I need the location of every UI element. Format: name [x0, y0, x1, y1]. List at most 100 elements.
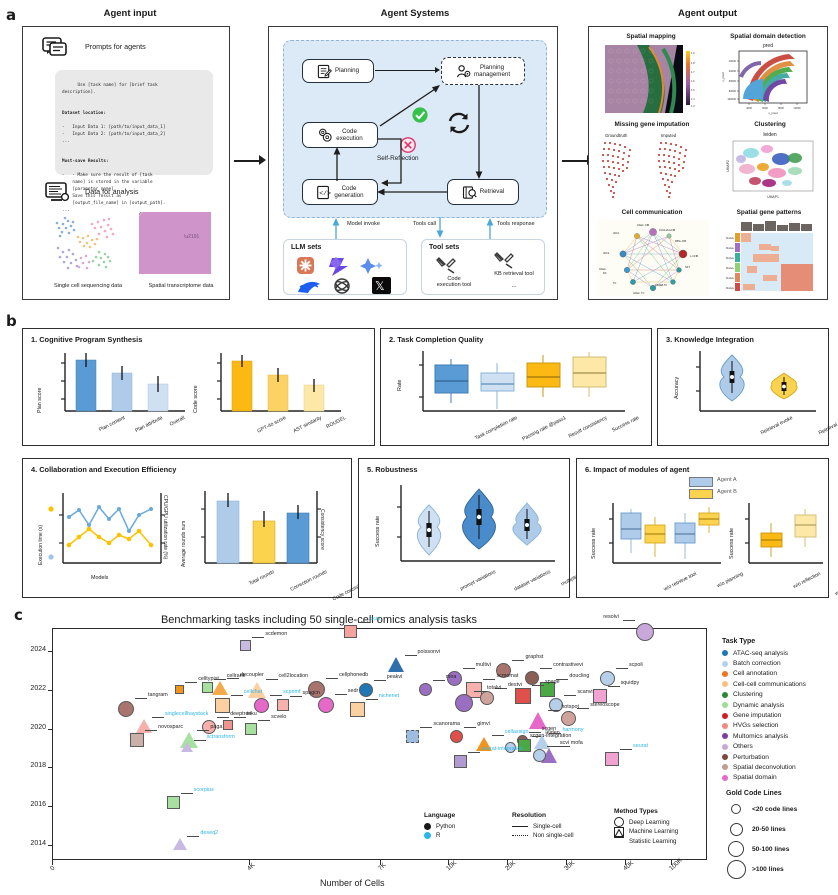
legend-task-type-item[interactable]: ATAC-seq analysis	[722, 648, 806, 658]
point-marker-circle[interactable]	[418, 683, 432, 697]
point-leader-line	[607, 685, 620, 687]
legend-task-type-item[interactable]: Multomics analysis	[722, 731, 806, 741]
single-cell-scatter-thumbnail	[55, 216, 115, 270]
legend-size-item[interactable]: <20 code lines	[726, 800, 797, 818]
node-planning[interactable]: Planning	[302, 59, 374, 83]
legend-method-item-deep: Deep Learning	[614, 817, 678, 828]
llm-sets-box: LLM sets 𝕏	[283, 239, 407, 295]
spatial-domain-thumbnail: 20000 40000 60000 80000 100000 4000 6000 8000 1…	[721, 50, 808, 115]
panel-c-xlabel: Number of Cells	[320, 878, 385, 888]
point-marker-square[interactable]	[349, 701, 365, 717]
b6-legend-label-agent-a: Agent A	[717, 477, 737, 483]
x-tick-label: 10K	[445, 859, 459, 873]
point-label: scmomat	[496, 672, 519, 679]
point-marker-circle[interactable]	[358, 682, 373, 697]
point-label: scvi	[559, 740, 570, 747]
point-marker-triangle[interactable]	[181, 742, 194, 753]
point-marker-square[interactable]	[245, 722, 258, 735]
point-marker-square[interactable]	[406, 729, 420, 743]
legend-task-type-item[interactable]: Cell-cell communications	[722, 679, 806, 689]
point-marker-triangle[interactable]	[136, 719, 153, 734]
legend-task-type-item[interactable]: Spatial domain	[722, 773, 806, 783]
legend-color-dot-icon	[722, 681, 728, 688]
point-marker-square[interactable]	[518, 739, 532, 753]
point-marker-square[interactable]	[605, 752, 620, 767]
point-label: cellphonedb	[339, 672, 369, 679]
output-title-spatial-mapping: Spatial mapping	[626, 33, 676, 40]
point-marker-triangle[interactable]	[211, 680, 228, 695]
b3-violin-chart	[696, 351, 816, 412]
point-marker-circle[interactable]	[118, 701, 134, 718]
point-marker-square[interactable]	[540, 682, 556, 698]
point-marker-square[interactable]	[130, 733, 145, 748]
point-marker-circle[interactable]	[599, 670, 615, 686]
legend-task-type-label: Cell-cell communications	[733, 680, 806, 688]
point-marker-triangle[interactable]	[476, 736, 493, 751]
point-leader-line	[265, 679, 278, 680]
legend-task-type-item[interactable]: Others	[722, 742, 806, 752]
point-marker-triangle[interactable]	[529, 712, 548, 729]
svg-text:4000: 4000	[746, 106, 752, 110]
point-marker-circle[interactable]	[635, 622, 654, 641]
point-marker-square[interactable]	[454, 754, 468, 768]
point-marker-circle[interactable]	[505, 742, 516, 754]
legend-resolution: Resolution Single-cell Non single-cell	[512, 812, 574, 841]
legend-size-title: Gold Code Lines	[726, 790, 782, 797]
point-marker-triangle[interactable]	[533, 734, 550, 749]
legend-task-type-item[interactable]: Dynamic analysis	[722, 700, 806, 710]
document-pencil-icon	[317, 64, 332, 78]
point-marker-circle[interactable]	[496, 663, 512, 679]
point-marker-circle[interactable]	[254, 697, 270, 713]
point-marker-circle[interactable]	[479, 690, 494, 705]
legend-size-item[interactable]: >100 lines	[726, 859, 797, 879]
point-marker-circle[interactable]	[317, 697, 334, 714]
point-marker-circle[interactable]	[450, 729, 464, 743]
legend-task-type-item[interactable]: Clustering	[722, 690, 806, 700]
legend-task-type-item[interactable]: HVGs selection	[722, 721, 806, 731]
legend-task-type-item[interactable]: Spatial deconvolution	[722, 762, 806, 772]
legend-method-item-statistic: Statistic Learning	[614, 828, 678, 847]
legend-size-circle-holder	[726, 800, 746, 818]
point-marker-square[interactable]	[222, 719, 233, 730]
point-marker-square[interactable]	[514, 687, 531, 704]
b2-cat-1: Passing rate @pass1	[521, 415, 568, 443]
y-tick-mark	[48, 728, 52, 730]
x-tick-label: 0	[49, 864, 57, 873]
point-marker-triangle[interactable]	[172, 837, 187, 850]
legend-size-circle-icon	[729, 822, 743, 836]
point-marker-circle[interactable]	[454, 694, 473, 713]
node-retrieval[interactable]: Retrieval	[447, 179, 519, 205]
point-label: scanvi	[577, 689, 593, 696]
point-label: cellassign	[504, 728, 529, 735]
point-marker-square[interactable]	[175, 685, 185, 695]
point-marker-triangle[interactable]	[387, 657, 404, 673]
point-marker-square[interactable]	[214, 697, 230, 713]
legend-task-type-item[interactable]: Gene imputation	[722, 710, 806, 720]
node-code-execution[interactable]: Code execution	[302, 122, 378, 148]
legend-task-type-item[interactable]: Batch correction	[722, 658, 806, 668]
point-leader-line	[548, 709, 561, 711]
legend-task-type-item[interactable]: Perturbation	[722, 752, 806, 762]
point-marker-square[interactable]	[166, 795, 180, 809]
point-marker-circle[interactable]	[446, 670, 462, 686]
legend-size-item[interactable]: 20-50 lines	[726, 820, 797, 838]
point-marker-square[interactable]	[343, 625, 357, 639]
node-code-generation[interactable]: </> Code generation	[302, 179, 378, 205]
point-marker-square[interactable]	[466, 681, 483, 698]
point-marker-circle[interactable]	[549, 698, 564, 713]
legend-size-item[interactable]: 50-100 lines	[726, 840, 797, 858]
point-marker-square[interactable]	[276, 699, 289, 712]
point-label: decoupler	[240, 672, 264, 679]
point-label: hotspot	[561, 703, 579, 710]
point-marker-circle[interactable]	[561, 711, 577, 727]
point-marker-square[interactable]	[240, 639, 252, 651]
point-marker-circle[interactable]	[308, 681, 326, 699]
legend-task-type-item[interactable]: Cell annotation	[722, 669, 806, 679]
solid-line-icon	[512, 825, 528, 827]
point-marker-square[interactable]	[592, 688, 607, 703]
node-planning-management[interactable]: Planning management	[441, 57, 525, 85]
point-marker-triangle[interactable]	[247, 681, 266, 698]
point-label: cellchat	[243, 688, 263, 695]
point-marker-circle[interactable]	[532, 749, 546, 763]
